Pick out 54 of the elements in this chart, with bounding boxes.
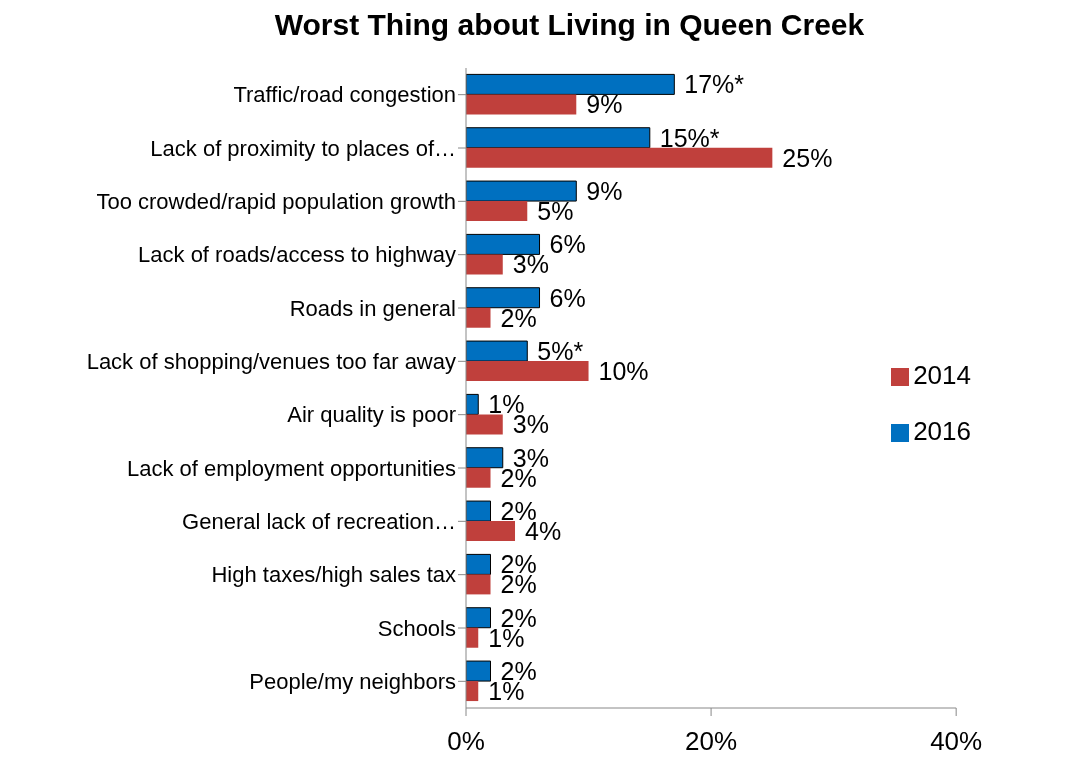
bar [466, 307, 491, 328]
y-tick-label: Lack of shopping/venues too far away [86, 349, 456, 375]
bar [466, 414, 503, 435]
bar [466, 607, 492, 629]
bar [466, 94, 577, 115]
data-label: 10% [598, 357, 649, 386]
data-label: 6% [549, 283, 586, 312]
x-tick-label: 0% [447, 726, 485, 757]
data-label: 17%* [684, 70, 745, 99]
y-tick-label: Too crowded/rapid population growth [96, 189, 456, 215]
y-tick-label: Roads in general [289, 295, 456, 321]
x-tick-label: 40% [930, 726, 983, 757]
bar [466, 361, 589, 382]
bar [466, 574, 491, 595]
y-tick-label: Traffic/road congestion [233, 82, 456, 108]
y-tick-label: People/my neighbors [249, 669, 456, 695]
legend-label: 2014 [913, 360, 971, 390]
legend-label: 2016 [913, 416, 971, 446]
data-label: 5% [537, 197, 574, 226]
bar [466, 233, 541, 255]
bar [466, 127, 651, 149]
data-label: 3% [512, 250, 549, 279]
y-tick-label: Lack of employment opportunities [127, 455, 456, 481]
bar [466, 73, 675, 95]
data-label: 9% [586, 90, 623, 119]
bar [466, 467, 491, 488]
bar [466, 254, 503, 275]
bar [466, 660, 492, 682]
bar [466, 521, 516, 542]
data-label: 25% [782, 143, 833, 172]
bar [466, 340, 528, 362]
y-tick-label: Lack of proximity to places of… [150, 135, 456, 161]
x-tick-label: 20% [685, 726, 738, 757]
bar [466, 447, 504, 469]
bar [466, 553, 492, 575]
y-tick-label: Air quality is poor [287, 402, 456, 428]
y-tick-label: High taxes/high sales tax [211, 562, 456, 588]
data-label: 15%* [659, 123, 720, 152]
data-label: 5%* [537, 337, 584, 366]
y-tick-label: General lack of recreation… [182, 509, 456, 535]
chart-title: Worst Thing about Living in Queen Creek [273, 8, 866, 43]
data-label: 2% [500, 303, 537, 332]
y-tick-label: Lack of roads/access to highway [138, 242, 456, 268]
bar [466, 201, 528, 222]
data-label: 9% [586, 177, 623, 206]
bar [466, 287, 541, 309]
bar [466, 180, 577, 202]
data-label: 6% [549, 230, 586, 259]
bar [466, 147, 773, 168]
bar [466, 681, 479, 702]
bar [466, 393, 479, 415]
bar [466, 500, 492, 522]
y-tick-label: Schools [377, 615, 456, 641]
bar [466, 627, 479, 648]
